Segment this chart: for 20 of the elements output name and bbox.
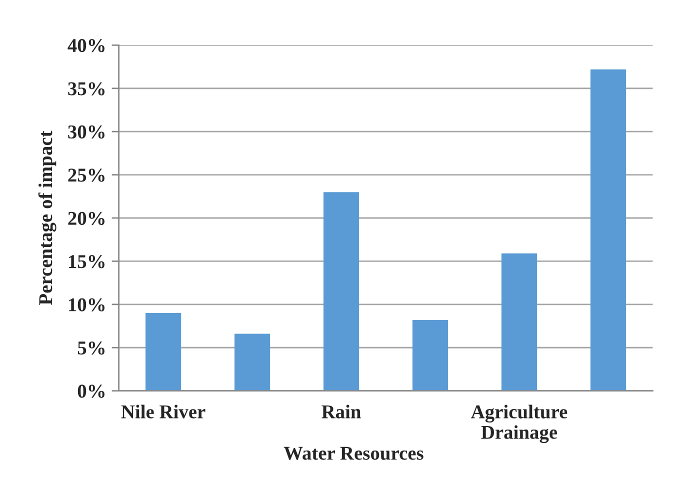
x-axis-title: Water Resources bbox=[284, 446, 424, 460]
y-tick-label: 10% bbox=[68, 298, 104, 312]
bar bbox=[590, 69, 626, 391]
y-tick-label: 0% bbox=[78, 384, 104, 398]
y-tick-label: 25% bbox=[68, 168, 104, 182]
x-tick-label: Nile River bbox=[121, 404, 206, 418]
y-axis-title: Percentage of impact bbox=[38, 130, 56, 305]
bar bbox=[323, 192, 360, 391]
y-tick-label: 15% bbox=[68, 255, 104, 268]
bar bbox=[145, 313, 182, 391]
y-tick-label: 20% bbox=[68, 212, 104, 226]
bar bbox=[412, 320, 448, 391]
bar bbox=[234, 334, 270, 391]
bar bbox=[501, 253, 538, 391]
y-tick-label: 40% bbox=[68, 38, 104, 52]
y-tick-label: 35% bbox=[68, 82, 104, 96]
y-tick-label: 5% bbox=[78, 341, 104, 355]
x-tick-label: Agriculture Drainage bbox=[471, 404, 568, 443]
y-tick-label: 30% bbox=[68, 125, 104, 139]
x-tick-label: Rain bbox=[322, 404, 361, 418]
